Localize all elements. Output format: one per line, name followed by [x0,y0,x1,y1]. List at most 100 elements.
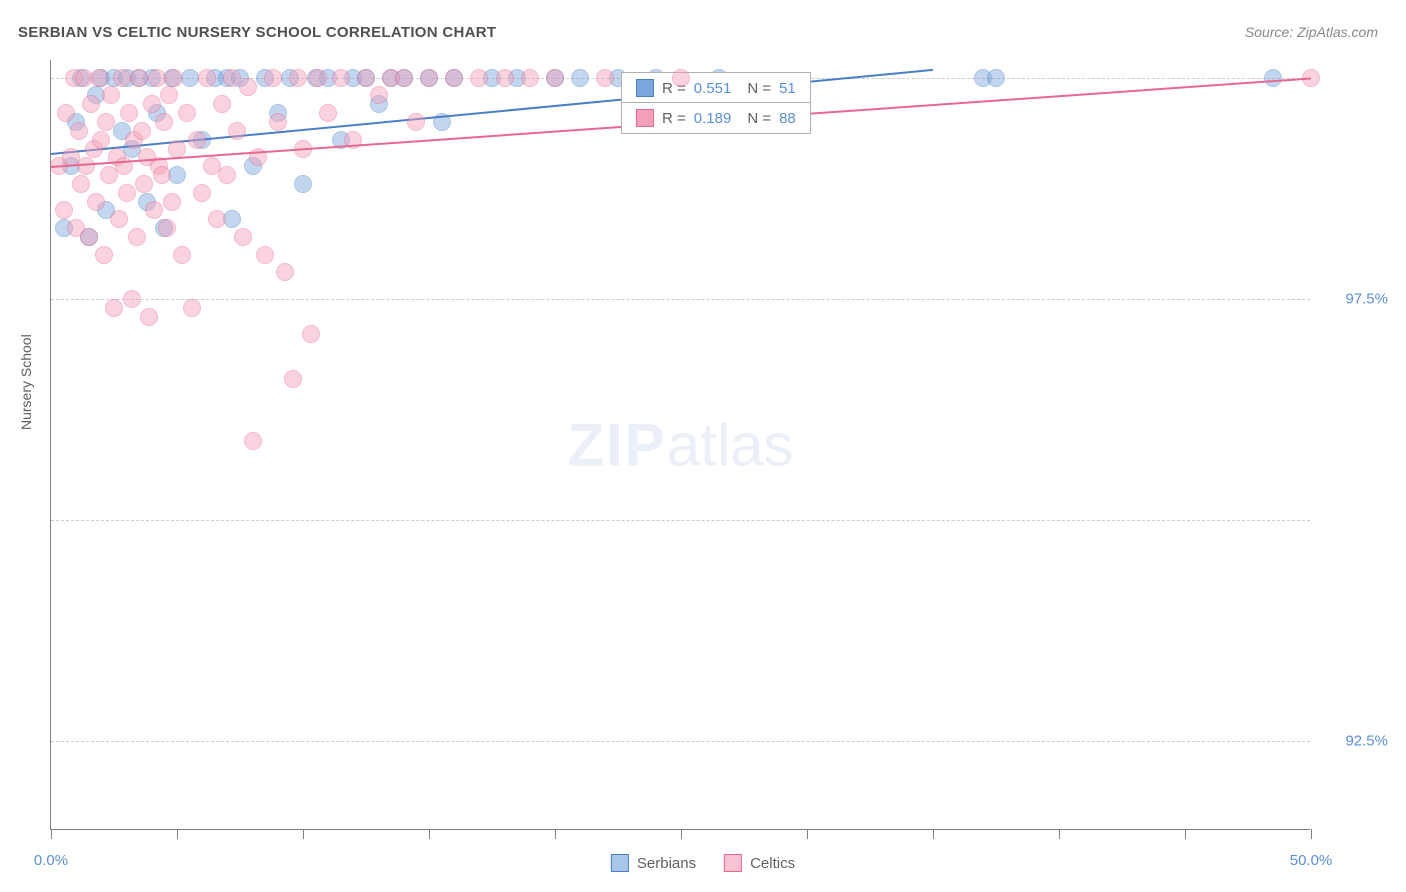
legend-stats-celtics: R = 0.189 N = 88 [621,102,811,134]
legend-r-prefix: R = [662,110,686,127]
scatter-point-celtics [302,325,320,343]
scatter-point-celtics [496,69,514,87]
scatter-point-celtics [160,86,178,104]
bottom-legend: Serbians Celtics [611,854,795,872]
chart-plot-area: ZIPatlas 0.0%50.0%R = 0.551N = 51R = 0.1… [50,60,1310,830]
bottom-legend-label: Celtics [750,855,795,872]
scatter-point-celtics [198,69,216,87]
scatter-point-celtics [70,122,88,140]
scatter-point-celtics [269,113,287,131]
scatter-point-celtics [546,69,564,87]
x-tick [807,829,808,839]
scatter-point-celtics [193,184,211,202]
bottom-legend-label: Serbians [637,855,696,872]
scatter-point-celtics [332,69,350,87]
bottom-legend-item: Serbians [611,854,696,872]
scatter-point-celtics [289,69,307,87]
scatter-point-celtics [244,432,262,450]
scatter-point-celtics [118,184,136,202]
scatter-point-celtics [123,290,141,308]
scatter-point-celtics [163,193,181,211]
scatter-point-celtics [319,104,337,122]
x-tick [1311,829,1312,839]
scatter-point-celtics [228,122,246,140]
scatter-point-celtics [92,131,110,149]
scatter-point-serbians [1264,69,1282,87]
legend-swatch-icon [611,854,629,872]
scatter-point-celtics [130,69,148,87]
scatter-point-celtics [370,86,388,104]
legend-r-value: 0.551 [694,80,732,97]
x-tick [51,829,52,839]
scatter-point-celtics [102,86,120,104]
scatter-point-celtics [143,95,161,113]
x-tick [177,829,178,839]
x-tick [681,829,682,839]
legend-swatch-icon [636,79,654,97]
legend-n-value: 51 [779,80,796,97]
scatter-point-celtics [395,69,413,87]
scatter-point-celtics [140,308,158,326]
scatter-point-celtics [82,95,100,113]
chart-title: SERBIAN VS CELTIC NURSERY SCHOOL CORRELA… [18,24,496,41]
scatter-point-celtics [80,228,98,246]
legend-n-prefix: N = [747,80,771,97]
legend-r-value: 0.189 [694,110,732,127]
scatter-point-celtics [133,122,151,140]
scatter-point-celtics [357,69,375,87]
scatter-point-celtics [276,263,294,281]
chart-source: Source: ZipAtlas.com [1245,24,1378,40]
x-tick [555,829,556,839]
scatter-point-celtics [87,193,105,211]
scatter-point-celtics [173,246,191,264]
x-tick [429,829,430,839]
scatter-point-celtics [218,166,236,184]
scatter-point-celtics [72,175,90,193]
scatter-point-serbians [987,69,1005,87]
x-tick [1059,829,1060,839]
scatter-point-celtics [97,113,115,131]
gridline-h [51,741,1310,742]
scatter-point-celtics [57,104,75,122]
watermark: ZIPatlas [567,410,793,479]
scatter-point-celtics [183,299,201,317]
legend-n-value: 88 [779,110,796,127]
scatter-point-celtics [264,69,282,87]
scatter-point-celtics [90,69,108,87]
y-axis-label: Nursery School [18,334,34,430]
x-tick-label: 50.0% [1290,852,1333,869]
x-tick-label: 0.0% [34,852,68,869]
scatter-point-celtics [596,69,614,87]
x-tick [933,829,934,839]
legend-n-prefix: N = [747,110,771,127]
scatter-point-celtics [188,131,206,149]
scatter-point-celtics [113,69,131,87]
scatter-point-celtics [153,166,171,184]
scatter-point-celtics [256,246,274,264]
scatter-point-celtics [155,113,173,131]
scatter-point-celtics [521,69,539,87]
scatter-point-celtics [239,78,257,96]
gridline-h [51,520,1310,521]
scatter-point-celtics [407,113,425,131]
x-tick [303,829,304,839]
scatter-point-celtics [105,299,123,317]
bottom-legend-item: Celtics [724,854,795,872]
y-tick-label: 97.5% [1345,290,1388,307]
scatter-point-serbians [571,69,589,87]
scatter-point-celtics [145,201,163,219]
scatter-point-serbians [294,175,312,193]
scatter-point-celtics [420,69,438,87]
scatter-point-celtics [110,210,128,228]
scatter-point-celtics [234,228,252,246]
scatter-point-celtics [178,104,196,122]
scatter-point-celtics [120,104,138,122]
legend-swatch-icon [724,854,742,872]
legend-stats-serbians: R = 0.551N = 51 [621,72,811,104]
scatter-point-celtics [208,210,226,228]
scatter-point-celtics [284,370,302,388]
scatter-point-celtics [309,69,327,87]
scatter-point-celtics [672,69,690,87]
scatter-point-celtics [77,157,95,175]
y-tick-label: 92.5% [1345,733,1388,750]
